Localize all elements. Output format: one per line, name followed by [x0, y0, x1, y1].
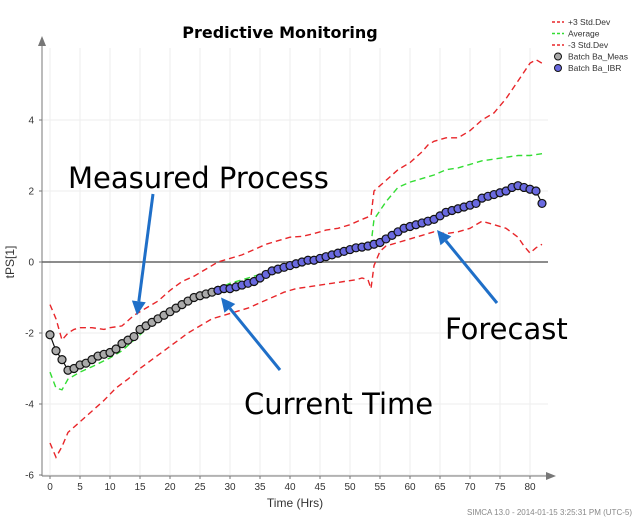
legend-label: Batch Ba_Meas [568, 52, 628, 62]
x-tick-label: 70 [464, 482, 476, 493]
data-point [531, 186, 541, 196]
y-tick-label: 2 [28, 187, 34, 198]
legend-swatch [554, 64, 562, 72]
data-point [129, 331, 139, 342]
y-tick-label: 0 [28, 258, 34, 269]
legend-label: Average [568, 29, 600, 39]
annotation-arrow-head [131, 300, 146, 316]
data-point [51, 346, 61, 356]
series-0 [49, 58, 543, 342]
chart-title: Predictive Monitoring [182, 23, 378, 42]
annotations: Measured Process Current Time Forecast [68, 161, 568, 421]
annotation-arrow-head [437, 230, 452, 246]
x-tick-label: 75 [494, 482, 506, 493]
data-point [45, 330, 55, 340]
legend-label: -3 Std.Dev [568, 40, 609, 50]
x-tick-label: 5 [77, 482, 83, 493]
x-tick-label: 15 [134, 482, 146, 493]
data-point [57, 355, 67, 365]
x-tick-label: 60 [404, 482, 416, 493]
x-axis-label: Time (Hrs) [267, 496, 323, 510]
annotation-label: Measured Process [68, 161, 329, 195]
y-tick-label: 4 [28, 116, 34, 127]
data-point [537, 198, 547, 209]
x-tick-label: 40 [284, 482, 296, 493]
x-tick-label: 30 [224, 482, 236, 493]
y-axis-arrow [38, 36, 46, 46]
footer-timestamp: SIMCA 13.0 - 2014-01-15 3:25:31 PM (UTC-… [467, 508, 632, 517]
x-tick-label: 80 [524, 482, 536, 493]
x-tick-label: 20 [164, 482, 176, 493]
x-axis-arrow [546, 472, 556, 480]
annotation-arrow-shaft [228, 307, 282, 371]
x-tick-label: 45 [314, 482, 326, 493]
data-point [471, 198, 481, 209]
data-point [111, 344, 121, 354]
y-tick-label: -4 [25, 400, 34, 411]
series-line [49, 58, 543, 342]
x-tick-label: 65 [434, 482, 446, 493]
legend-label: +3 Std.Dev [568, 17, 611, 27]
series-2 [49, 220, 543, 459]
x-tick-label: 55 [374, 482, 386, 493]
x-tick-label: 25 [194, 482, 206, 493]
legend-label: Batch Ba_IBR [568, 63, 621, 73]
series-line [49, 220, 543, 459]
annotation-label: Forecast [445, 312, 568, 346]
y-tick-label: -2 [25, 329, 34, 340]
y-tick-label: -6 [25, 471, 34, 482]
legend: +3 Std.Dev Average-3 Std.Dev Batch Ba_Meas… [552, 17, 628, 73]
annotation-arrow-shaft [137, 193, 155, 302]
annotation-arrow-head [221, 297, 236, 313]
legend-swatch [554, 52, 562, 61]
x-tick-label: 0 [47, 482, 53, 493]
annotation-label: Current Time [244, 387, 433, 421]
y-axis-label: tPS[1] [3, 246, 17, 279]
series-layer [45, 58, 547, 459]
x-tick-label: 10 [104, 482, 116, 493]
annotation-arrow-shaft [444, 239, 499, 304]
series-4 [213, 181, 547, 295]
x-tick-label: 50 [344, 482, 356, 493]
x-tick-label: 35 [254, 482, 266, 493]
